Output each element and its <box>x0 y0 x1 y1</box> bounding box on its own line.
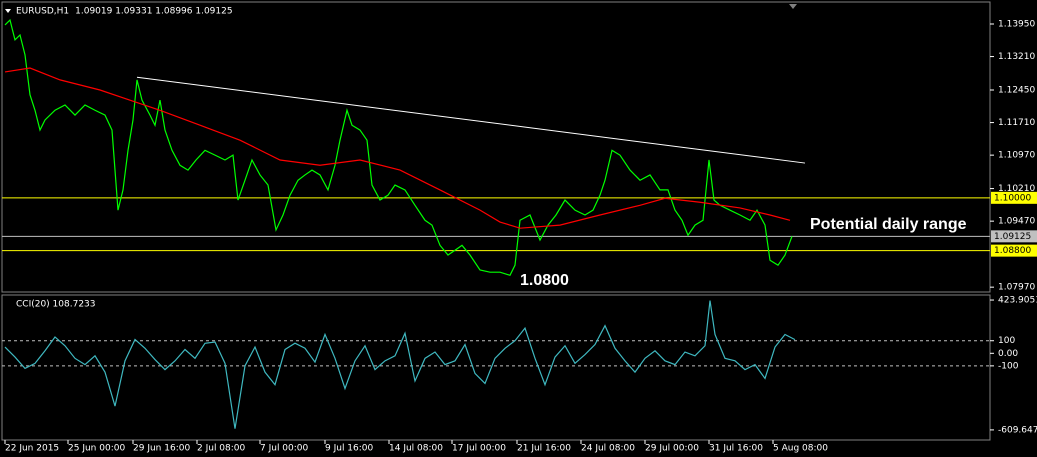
price-level-tag <box>991 191 1037 204</box>
x-tick-label: 22 Jun 2015 <box>5 444 59 454</box>
price-level-label: 1.09125 <box>994 232 1031 242</box>
price-level-label: 1.10000 <box>994 193 1031 203</box>
y-tick-label: 1.07970 <box>998 283 1035 293</box>
y-tick-label: 1.11710 <box>998 118 1035 128</box>
x-tick-label: 17 Jul 00:00 <box>452 444 506 454</box>
y-tick-label: 100 <box>998 336 1015 346</box>
x-tick-label: 29 Jun 16:00 <box>133 444 190 454</box>
y-tick-label: 0.00 <box>998 349 1018 359</box>
x-tick-label: 25 Jun 00:00 <box>68 444 125 454</box>
y-tick-label: -100 <box>998 361 1019 371</box>
y-tick-label: 1.12450 <box>998 86 1035 96</box>
series-line <box>4 300 796 429</box>
panel-title: EURUSD,H1 <box>16 7 69 17</box>
y-tick-label: 1.10210 <box>998 184 1035 194</box>
y-tick-label: 1.13210 <box>998 52 1035 62</box>
y-tick-label: 1.13950 <box>998 20 1035 30</box>
trend-line <box>136 76 806 164</box>
price-level-label: 1.08800 <box>994 246 1031 256</box>
x-tick-label: 5 Aug 08:00 <box>773 444 828 454</box>
shift-marker <box>789 4 797 9</box>
price-level-tag <box>991 230 1037 243</box>
x-tick-label: 21 Jul 16:00 <box>517 444 571 454</box>
price-level-tag <box>991 244 1037 257</box>
annotation: Potential daily range <box>810 216 967 233</box>
y-tick-label: 1.10970 <box>998 151 1035 161</box>
y-tick-label: 1.09470 <box>998 217 1035 227</box>
x-tick-label: 14 Jul 08:00 <box>389 444 443 454</box>
y-tick-label: -609.6474 <box>998 425 1037 435</box>
panel-title: CCI(20) 108.7233 <box>16 300 96 310</box>
series-line <box>4 67 791 229</box>
x-tick-label: 24 Jul 08:00 <box>581 444 635 454</box>
annotation: 1.0800 <box>520 272 569 289</box>
x-tick-label: 7 Jul 00:00 <box>260 444 309 454</box>
menu-arrow[interactable] <box>5 9 11 13</box>
panel-frame <box>1 294 991 441</box>
y-tick-label: 423.9051 <box>998 296 1037 306</box>
x-tick-label: 2 Jul 08:00 <box>197 444 246 454</box>
panel-subtitle: 1.09019 1.09331 1.08996 1.09125 <box>75 7 232 17</box>
x-tick-label: 9 Jul 16:00 <box>325 444 374 454</box>
x-tick-label: 29 Jul 00:00 <box>645 444 699 454</box>
panel-frame <box>1 1 991 293</box>
x-tick-label: 31 Jul 16:00 <box>709 444 763 454</box>
